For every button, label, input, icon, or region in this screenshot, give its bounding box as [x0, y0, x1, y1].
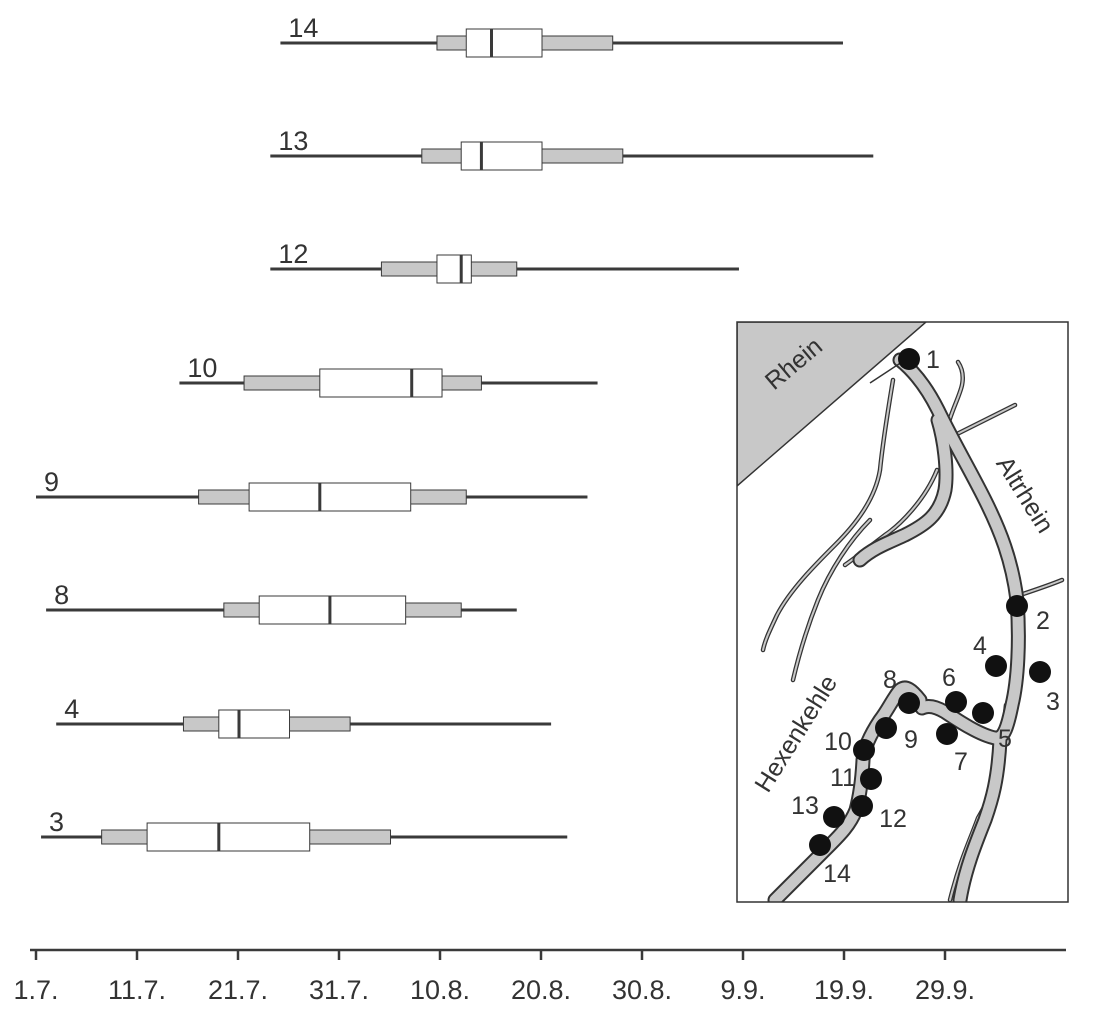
x-axis-ticks: 1.7. 11.7. 21.7. 31.7. 10.8. 20.8. 30.8. 9.9. 19… [13, 950, 975, 1005]
row-label: 10 [187, 353, 217, 383]
inner-box [319, 368, 443, 398]
x-tick-label: 19.9. [814, 975, 874, 1005]
site-marker-14 [809, 834, 831, 856]
site-marker-3 [1029, 661, 1051, 683]
box-plot-rows: 14 13 12 10 9 8 4 3 [36, 13, 874, 852]
site-marker-5 [972, 702, 994, 724]
inner-box [218, 709, 291, 739]
site-label-8: 8 [883, 666, 897, 694]
inner-box [248, 482, 412, 512]
site-marker-7 [936, 723, 958, 745]
site-label-4: 4 [973, 632, 987, 660]
rhein-river-area [737, 322, 928, 487]
site-label-5: 5 [998, 725, 1012, 753]
site-label-7: 7 [954, 748, 968, 776]
site-label-6: 6 [942, 664, 956, 692]
site-marker-10 [853, 739, 875, 761]
site-marker-4 [985, 655, 1007, 677]
row-label: 4 [64, 694, 79, 724]
site-label-14: 14 [823, 860, 851, 888]
inner-box [258, 595, 407, 625]
site-marker-8 [898, 692, 920, 714]
inner-box [460, 141, 543, 171]
site-marker-12 [851, 795, 873, 817]
box-row-4: 4 [56, 694, 552, 739]
box-row-8: 8 [46, 580, 517, 625]
x-tick-label: 9.9. [720, 975, 765, 1005]
row-label: 12 [278, 239, 308, 269]
site-marker-11 [860, 768, 882, 790]
inner-box [436, 254, 472, 284]
site-marker-6 [945, 691, 967, 713]
box-row-12: 12 [270, 239, 739, 284]
x-tick-label: 30.8. [612, 975, 672, 1005]
x-tick-label: 1.7. [13, 975, 58, 1005]
x-tick-label: 31.7. [309, 975, 369, 1005]
box-row-9: 9 [36, 467, 588, 512]
row-label: 9 [44, 467, 59, 497]
site-label-12: 12 [879, 805, 907, 833]
row-label: 8 [54, 580, 69, 610]
site-label-13: 13 [791, 792, 819, 820]
box-row-14: 14 [280, 13, 843, 58]
x-axis: 1.7. 11.7. 21.7. 31.7. 10.8. 20.8. 30.8. 9.9. 19… [13, 948, 1066, 1005]
box-row-13: 13 [270, 126, 874, 171]
x-tick-label: 21.7. [208, 975, 268, 1005]
site-label-3: 3 [1046, 688, 1060, 716]
x-tick-label: 20.8. [511, 975, 571, 1005]
inner-box [465, 28, 543, 58]
site-label-10: 10 [824, 728, 852, 756]
site-label-11: 11 [830, 764, 856, 792]
box-row-10: 10 [179, 353, 598, 398]
site-label-1: 1 [926, 346, 940, 374]
box-row-3: 3 [41, 807, 568, 852]
site-marker-2 [1006, 595, 1028, 617]
site-marker-13 [823, 806, 845, 828]
site-map-inset: Rhein Altrhein Hexenkehle 12345678910111… [736, 321, 1069, 903]
row-label: 13 [278, 126, 308, 156]
x-tick-label: 10.8. [410, 975, 470, 1005]
x-tick-label: 29.9. [915, 975, 975, 1005]
site-marker-1 [898, 348, 920, 370]
site-label-9: 9 [904, 726, 918, 754]
inner-box [146, 822, 311, 852]
site-label-2: 2 [1036, 607, 1050, 635]
row-label: 14 [288, 13, 318, 43]
site-marker-9 [875, 717, 897, 739]
row-label: 3 [49, 807, 64, 837]
x-tick-label: 11.7. [108, 975, 166, 1005]
map-frame [736, 321, 1069, 903]
